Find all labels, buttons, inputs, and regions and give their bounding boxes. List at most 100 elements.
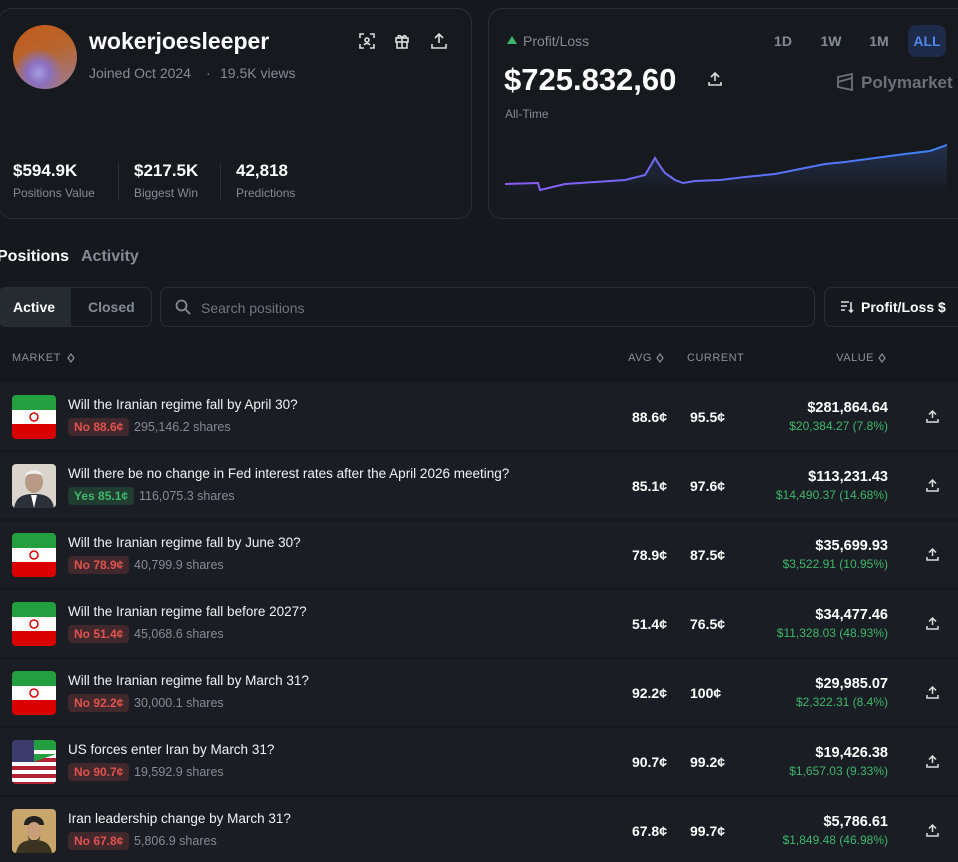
stat-divider bbox=[220, 163, 221, 201]
search-placeholder: Search positions bbox=[201, 300, 305, 316]
range-button[interactable]: ALL bbox=[908, 25, 946, 57]
stat-label: Predictions bbox=[236, 186, 296, 200]
up-triangle bbox=[507, 36, 517, 44]
stat-value: 42,818 bbox=[236, 161, 288, 180]
sort-button[interactable] bbox=[824, 287, 958, 327]
share-button[interactable] bbox=[926, 409, 939, 423]
profile-actions[interactable] bbox=[359, 33, 449, 49]
outcome-pill: No 78.9¢ bbox=[68, 556, 130, 574]
icon-image bbox=[12, 464, 56, 508]
shares: 295,146.2 shares bbox=[134, 420, 231, 434]
position-pnl: $1,657.03 (9.33%) bbox=[789, 764, 888, 778]
market-icon bbox=[12, 533, 56, 577]
outcome-pill: No 51.4¢ bbox=[68, 625, 130, 643]
position-pnl: $1,849.48 (46.98%) bbox=[782, 833, 888, 847]
table-row[interactable] bbox=[0, 383, 958, 450]
market-icon bbox=[12, 602, 56, 646]
shares: 19,592.9 shares bbox=[134, 765, 224, 779]
position-value: $113,231.43 bbox=[808, 469, 888, 485]
table-row[interactable] bbox=[0, 452, 958, 519]
table-row[interactable] bbox=[0, 797, 958, 862]
search-icon bbox=[175, 299, 191, 315]
range-button[interactable]: 1W bbox=[820, 33, 842, 49]
table-row[interactable] bbox=[0, 521, 958, 588]
column-header[interactable]: VALUE bbox=[836, 352, 874, 364]
shares: 45,068.6 shares bbox=[134, 627, 224, 641]
share-icon bbox=[926, 547, 939, 561]
search-box[interactable] bbox=[160, 287, 815, 327]
avg-price: 88.6¢ bbox=[631, 409, 667, 425]
market-title[interactable]: Will the Iranian regime fall by June 30? bbox=[68, 535, 301, 550]
market-title[interactable]: Will the Iranian regime fall by March 31… bbox=[68, 673, 309, 688]
share-icon[interactable] bbox=[708, 72, 722, 86]
column-header[interactable]: AVG bbox=[628, 352, 652, 364]
share-icon bbox=[926, 478, 939, 492]
table-row[interactable] bbox=[0, 659, 958, 726]
avg-price: 78.9¢ bbox=[631, 547, 667, 563]
pnl-label: Profit/Loss bbox=[523, 33, 590, 49]
position-value: $34,477.46 bbox=[815, 607, 888, 623]
profile-card bbox=[0, 8, 472, 219]
views: 19.5K views bbox=[220, 65, 296, 81]
outcome-pill: No 92.2¢ bbox=[68, 694, 130, 712]
shares: 5,806.9 shares bbox=[134, 834, 217, 848]
table-row[interactable] bbox=[0, 728, 958, 795]
market-title[interactable]: US forces enter Iran by March 31? bbox=[68, 742, 275, 757]
share-button[interactable] bbox=[926, 616, 939, 630]
brand-logo bbox=[837, 73, 853, 91]
share-button[interactable] bbox=[926, 754, 939, 768]
market-title[interactable]: Will the Iranian regime fall by April 30… bbox=[68, 397, 298, 412]
pnl-value: $725.832,60 bbox=[504, 62, 677, 97]
shares: 116,075.3 shares bbox=[139, 489, 235, 503]
toggle-option[interactable]: Closed bbox=[88, 299, 135, 315]
avg-price: 51.4¢ bbox=[631, 616, 667, 632]
icon-image bbox=[12, 602, 56, 646]
share-button[interactable] bbox=[926, 547, 939, 561]
share-button[interactable] bbox=[926, 823, 939, 837]
pnl-period: All-Time bbox=[505, 107, 549, 121]
current-price: 99.2¢ bbox=[690, 754, 726, 770]
position-pnl: $14,490.37 (14.68%) bbox=[775, 488, 888, 502]
share-button[interactable] bbox=[926, 685, 939, 699]
icon-image bbox=[12, 533, 56, 577]
column-header[interactable]: MARKET bbox=[12, 352, 61, 364]
market-title[interactable]: Will there be no change in Fed interest … bbox=[68, 466, 510, 481]
tab[interactable]: Activity bbox=[81, 248, 139, 265]
toggle-option[interactable]: Active bbox=[13, 299, 56, 315]
shares: 30,000.1 shares bbox=[134, 696, 224, 710]
share-button[interactable] bbox=[926, 478, 939, 492]
position-pnl: $3,522.91 (10.95%) bbox=[782, 557, 888, 571]
icon-image bbox=[12, 740, 56, 784]
share-icon bbox=[926, 754, 939, 768]
range-button[interactable]: 1M bbox=[869, 33, 889, 49]
outcome-pill: No 67.8¢ bbox=[68, 832, 130, 850]
position-value: $281,864.64 bbox=[807, 400, 888, 416]
current-price: 97.6¢ bbox=[690, 478, 726, 494]
status-toggle bbox=[0, 287, 152, 327]
separator: · bbox=[206, 65, 211, 81]
column-header: CURRENT bbox=[687, 352, 745, 364]
range-button[interactable]: 1D bbox=[774, 33, 792, 49]
market-title[interactable]: Will the Iranian regime fall before 2027… bbox=[68, 604, 307, 619]
current-price: 87.5¢ bbox=[690, 547, 726, 563]
icon-image bbox=[12, 671, 56, 715]
username: wokerjoesleeper bbox=[89, 28, 270, 54]
market-icon bbox=[12, 809, 56, 853]
current-price: 76.5¢ bbox=[690, 616, 726, 632]
sort-label: Profit/Loss $ bbox=[861, 299, 946, 315]
market-title[interactable]: Iran leadership change by March 31? bbox=[68, 811, 291, 826]
outcome-pill: Yes 85.1¢ bbox=[68, 487, 135, 505]
market-icon bbox=[12, 740, 56, 784]
brand-name: Polymarket bbox=[861, 73, 953, 92]
avg-price: 92.2¢ bbox=[631, 685, 667, 701]
share-icon bbox=[926, 409, 939, 423]
joined: Joined Oct 2024 bbox=[89, 65, 191, 81]
toggle-active-bg bbox=[0, 288, 71, 326]
outcome-pill: No 88.6¢ bbox=[68, 418, 130, 436]
table-row[interactable] bbox=[0, 590, 958, 657]
market-icon bbox=[12, 464, 56, 508]
avatar[interactable] bbox=[13, 25, 77, 89]
tab[interactable]: Positions bbox=[0, 248, 70, 265]
market-icon bbox=[12, 671, 56, 715]
sort-indicators bbox=[67, 353, 886, 363]
